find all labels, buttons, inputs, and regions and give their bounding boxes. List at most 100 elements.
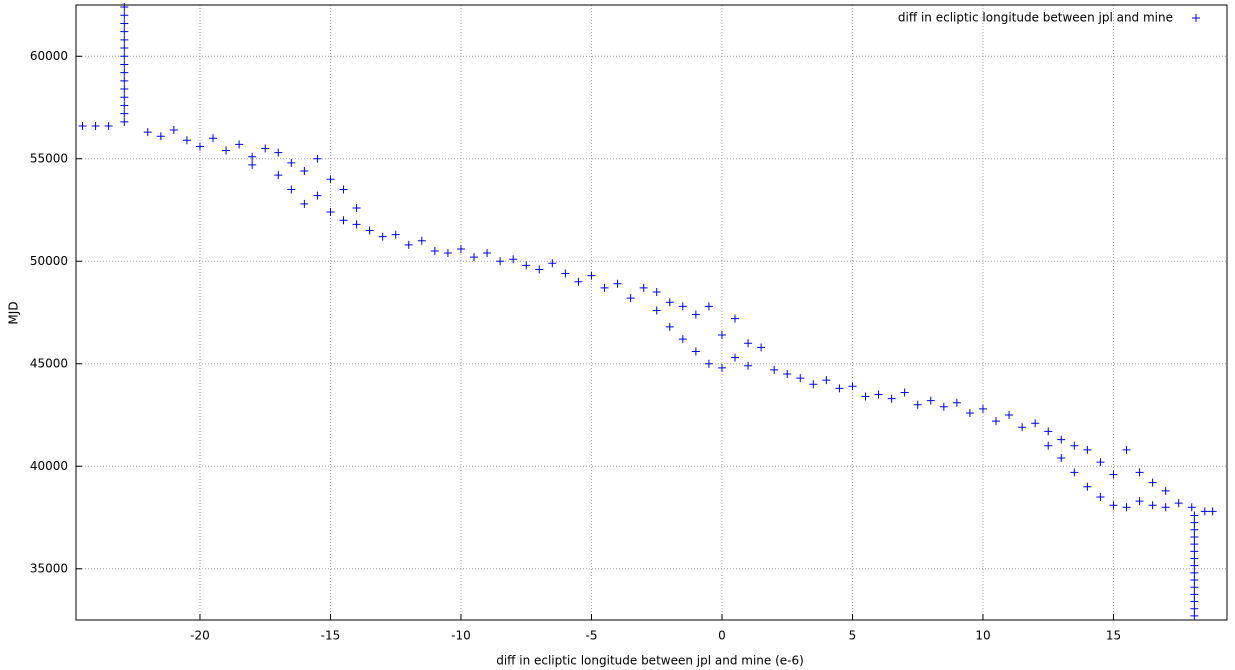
y-tick-label: 55000 (30, 151, 68, 165)
point (1190, 568, 1199, 577)
point (483, 249, 492, 258)
point (613, 279, 622, 288)
point (1083, 482, 1092, 491)
point (235, 140, 244, 149)
point (339, 185, 348, 194)
point (731, 314, 740, 323)
point (120, 68, 129, 77)
point (848, 382, 857, 391)
legend-marker (1192, 14, 1200, 22)
point (926, 396, 935, 405)
point (652, 288, 661, 296)
point (1190, 547, 1199, 556)
point (1109, 501, 1118, 510)
point (574, 277, 583, 286)
point (913, 400, 922, 409)
point (992, 417, 1001, 426)
point (120, 52, 129, 61)
point (496, 257, 505, 266)
point (339, 216, 348, 225)
point (365, 226, 374, 235)
point (1190, 590, 1199, 599)
point (626, 294, 635, 303)
point (274, 171, 283, 180)
y-tick-label: 60000 (30, 49, 68, 63)
point (120, 109, 129, 118)
point (1190, 554, 1199, 563)
point (796, 374, 805, 383)
point (182, 136, 191, 145)
point (978, 404, 987, 413)
x-tick-label: -20 (190, 629, 210, 643)
y-tick-label: 40000 (30, 459, 68, 473)
point (300, 199, 309, 208)
point (965, 408, 974, 417)
legend-label: diff in ecliptic longitude between jpl a… (898, 11, 1173, 25)
point (222, 146, 231, 155)
y-tick-label: 45000 (30, 356, 68, 370)
point (1190, 561, 1199, 570)
point (678, 302, 687, 311)
point (717, 331, 726, 340)
point (1109, 470, 1118, 479)
point (1190, 604, 1199, 613)
point (169, 126, 178, 135)
point (704, 302, 713, 311)
point (652, 306, 661, 315)
point (744, 339, 753, 348)
x-tick-label: 5 (849, 629, 857, 643)
point (120, 60, 129, 69)
point (639, 283, 648, 292)
point (1190, 540, 1199, 549)
point (717, 363, 726, 372)
point (561, 269, 570, 278)
point (1190, 518, 1199, 527)
point (1200, 507, 1209, 516)
x-tick-label: 10 (975, 629, 990, 643)
point (287, 185, 296, 194)
point (1005, 411, 1014, 419)
point (1161, 503, 1170, 512)
plot-border (75, 4, 1228, 621)
point (1190, 611, 1199, 620)
point (391, 230, 400, 239)
y-axis-label: MJD (7, 301, 21, 324)
point (91, 121, 100, 130)
point (1070, 441, 1079, 450)
point (1174, 499, 1183, 508)
point (744, 361, 753, 370)
point (1122, 445, 1131, 454)
point (195, 142, 204, 151)
x-axis-label: diff in ecliptic longitude between jpl a… (496, 654, 804, 668)
point (120, 117, 129, 126)
point (313, 154, 322, 163)
point (1018, 423, 1027, 432)
point (939, 402, 948, 411)
point (1122, 503, 1131, 512)
point (1190, 525, 1199, 534)
x-tick-label: -10 (451, 629, 471, 643)
point (1190, 532, 1199, 541)
point (417, 236, 426, 245)
point (1190, 583, 1199, 592)
point (378, 232, 387, 241)
point (248, 160, 257, 169)
point (209, 134, 218, 143)
point (1070, 468, 1079, 477)
point (120, 3, 129, 12)
point (887, 394, 896, 403)
point (274, 148, 283, 157)
x-tick-label: -5 (585, 629, 597, 643)
point (120, 44, 129, 53)
point (352, 220, 361, 229)
point (120, 19, 129, 28)
point (665, 322, 674, 331)
point (1190, 511, 1199, 520)
point (261, 144, 270, 153)
point (1187, 503, 1196, 512)
point (952, 398, 961, 407)
x-tick-label: 0 (718, 629, 726, 643)
point (120, 27, 129, 36)
point (587, 271, 596, 280)
